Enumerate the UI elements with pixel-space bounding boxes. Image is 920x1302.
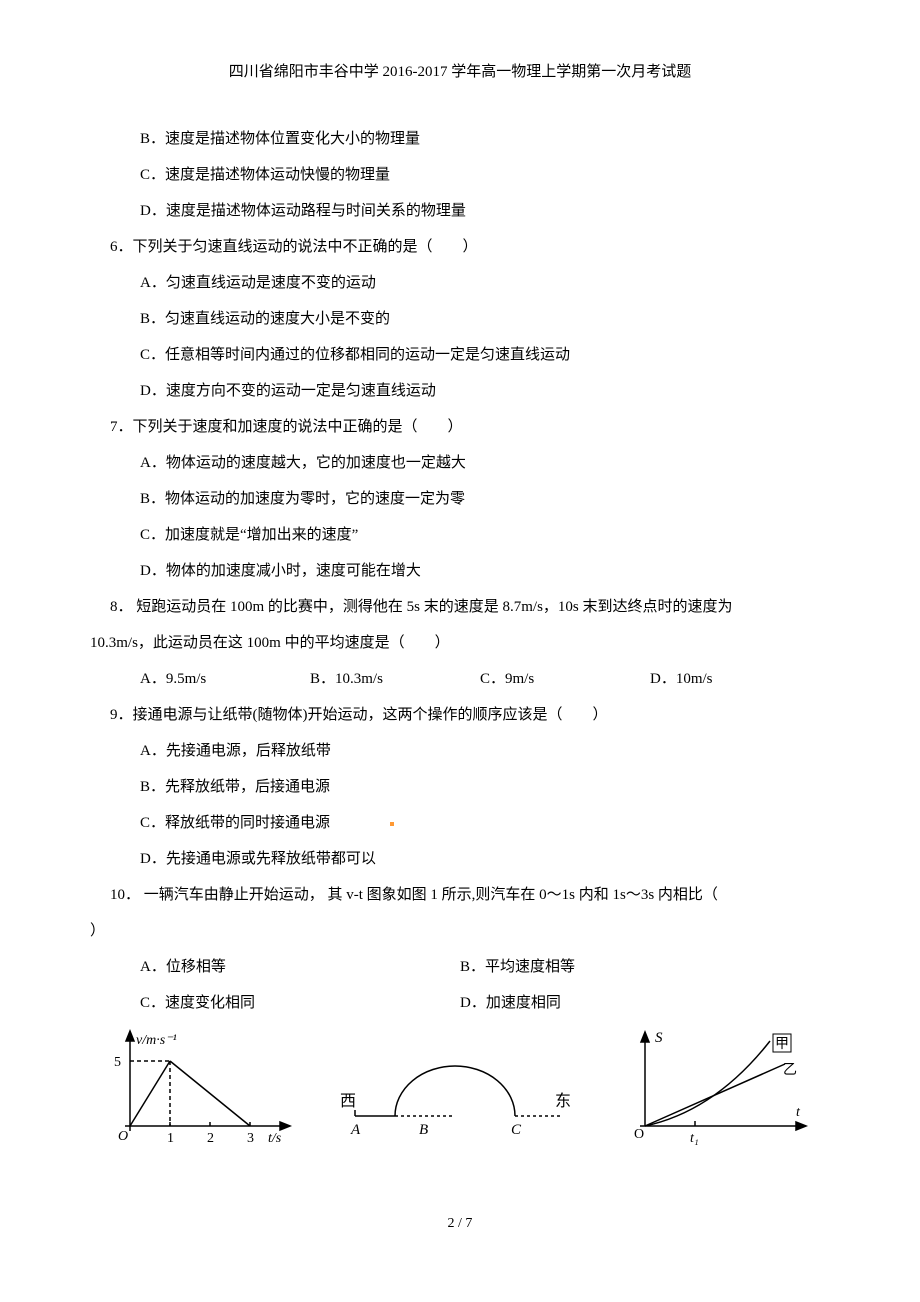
fig3-xlabel: t (796, 1105, 801, 1120)
q9-stem: 9．接通电源与让纸带(随物体)开始运动，这两个操作的顺序应该是（ ） (110, 697, 830, 733)
fig1-xlabel: t/s (268, 1131, 282, 1146)
figure-3-st-graph: S t O t₁ 甲 乙 (620, 1026, 820, 1146)
q10-opt-b: B．平均速度相等 (460, 949, 780, 985)
fig1-yval: 5 (114, 1055, 121, 1070)
page-title: 四川省绵阳市丰谷中学 2016-2017 学年高一物理上学期第一次月考试题 (90, 60, 830, 81)
q8-stem-1: 8． 短跑运动员在 100m 的比赛中，测得他在 5s 末的速度是 8.7m/s… (110, 589, 830, 625)
q9-opt-c: C．释放纸带的同时接通电源 (140, 805, 830, 841)
q5-opt-d: D．速度是描述物体运动路程与时间关系的物理量 (140, 193, 830, 229)
q7-opt-b: B．物体运动的加速度为零时，它的速度一定为零 (140, 481, 830, 517)
figures-row: v/m·s⁻¹ 5 O 1 2 3 t/s 西 东 A B C (100, 1026, 820, 1146)
q10-opt-d: D．加速度相同 (460, 985, 780, 1021)
q7-opt-a: A．物体运动的速度越大，它的加速度也一定越大 (140, 445, 830, 481)
fig1-ylabel: v/m·s⁻¹ (136, 1033, 177, 1048)
q10-row2: C．速度变化相同 D．加速度相同 (140, 985, 830, 1021)
q5-opt-b: B．速度是描述物体位置变化大小的物理量 (140, 121, 830, 157)
q10-stem-1: 10． 一辆汽车由静止开始运动， 其 v-t 图象如图 1 所示,则汽车在 0～… (110, 877, 830, 913)
fig3-jia: 甲 (775, 1037, 789, 1052)
q6-opt-d: D．速度方向不变的运动一定是匀速直线运动 (140, 373, 830, 409)
q9-opt-d: D．先接通电源或先释放纸带都可以 (140, 841, 830, 877)
q10-row1: A．位移相等 B．平均速度相等 (140, 949, 830, 985)
exam-page: 四川省绵阳市丰谷中学 2016-2017 学年高一物理上学期第一次月考试题 B．… (0, 0, 920, 1272)
q6-opt-b: B．匀速直线运动的速度大小是不变的 (140, 301, 830, 337)
q7-opt-d: D．物体的加速度减小时，速度可能在增大 (140, 553, 830, 589)
fig3-origin: O (634, 1127, 644, 1142)
fig2-c: C (511, 1122, 522, 1138)
fig2-b: B (419, 1122, 428, 1138)
q7-stem: 7．下列关于速度和加速度的说法中正确的是（ ） (110, 409, 830, 445)
fig1-x2: 2 (207, 1131, 214, 1146)
fig3-yi: 乙 (783, 1062, 797, 1078)
figure-2-circle: 西 东 A B C (335, 1026, 585, 1146)
fig2-a: A (350, 1122, 361, 1138)
q10-opt-c: C．速度变化相同 (140, 985, 460, 1021)
q7-opt-c: C．加速度就是“增加出来的速度” (140, 517, 830, 553)
q9-opt-a: A．先接通电源，后释放纸带 (140, 733, 830, 769)
q6-stem: 6．下列关于匀速直线运动的说法中不正确的是（ ） (110, 229, 830, 265)
orange-dot-icon (390, 822, 394, 826)
fig2-east: 东 (555, 1092, 571, 1110)
q9-opt-b: B．先释放纸带，后接通电源 (140, 769, 830, 805)
fig2-west: 西 (340, 1093, 356, 1110)
figure-1-vt-graph: v/m·s⁻¹ 5 O 1 2 3 t/s (100, 1026, 300, 1146)
q10-stem-2: ） (90, 913, 830, 949)
fig1-x1: 1 (167, 1131, 174, 1146)
q5-opt-c: C．速度是描述物体运动快慢的物理量 (140, 157, 830, 193)
q10-opt-a: A．位移相等 (140, 949, 460, 985)
fig1-origin: O (118, 1129, 128, 1144)
q8-stem-2: 10.3m/s，此运动员在这 100m 中的平均速度是（ ） (90, 625, 830, 661)
q8-options: A．9.5m/s B．10.3m/s C．9m/s D．10m/s (140, 661, 830, 697)
page-footer: 2 / 7 (90, 1216, 830, 1232)
q6-opt-a: A．匀速直线运动是速度不变的运动 (140, 265, 830, 301)
q8-opt-c: C．9m/s (480, 661, 650, 697)
q6-opt-c: C．任意相等时间内通过的位移都相同的运动一定是匀速直线运动 (140, 337, 830, 373)
fig3-ylabel: S (655, 1030, 663, 1046)
q8-opt-d: D．10m/s (650, 661, 820, 697)
fig1-x3: 3 (247, 1131, 254, 1146)
q8-opt-a: A．9.5m/s (140, 661, 310, 697)
q8-opt-b: B．10.3m/s (310, 661, 480, 697)
fig3-t1: t₁ (690, 1131, 699, 1146)
